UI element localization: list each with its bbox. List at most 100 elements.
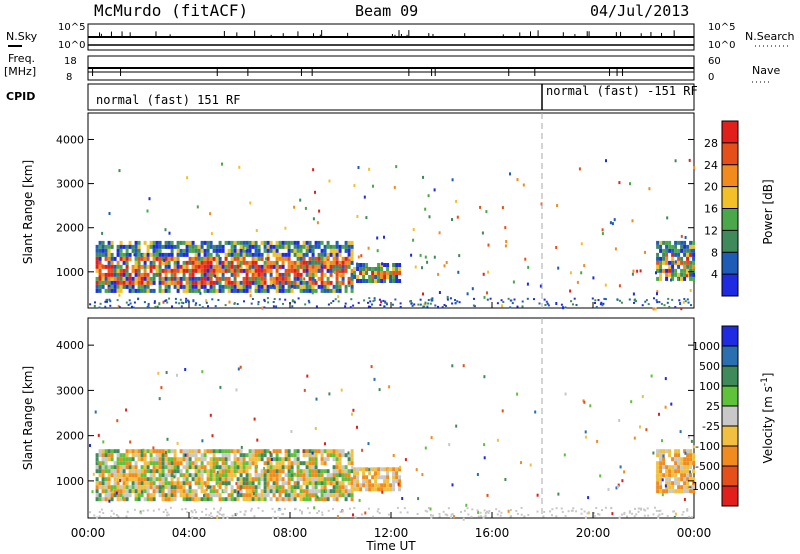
echo-point xyxy=(237,490,240,494)
ground-point xyxy=(180,305,183,308)
echo-point xyxy=(451,483,454,487)
ground-point xyxy=(297,297,300,300)
heat-cell xyxy=(188,481,192,486)
ground-point xyxy=(339,510,342,513)
heat-cell xyxy=(236,497,240,502)
heat-cell xyxy=(251,280,255,285)
heat-cell xyxy=(677,489,681,494)
heat-cell xyxy=(281,280,285,285)
heat-cell xyxy=(155,477,159,482)
heat-cell xyxy=(302,288,306,293)
heat-cell xyxy=(110,288,114,293)
echo-point xyxy=(216,484,219,488)
heat-cell xyxy=(188,256,192,261)
heat-cell xyxy=(680,276,684,281)
heat-cell xyxy=(125,260,129,265)
heat-cell xyxy=(302,268,306,273)
heat-cell xyxy=(212,449,216,454)
heat-cell xyxy=(164,264,168,269)
heat-cell xyxy=(221,465,225,470)
ground-point xyxy=(447,507,450,510)
ground-point xyxy=(205,508,208,511)
ground-point xyxy=(98,515,101,518)
heat-cell xyxy=(350,248,354,253)
heat-cell xyxy=(242,469,246,474)
heat-cell xyxy=(287,256,291,261)
heat-cell xyxy=(278,252,282,257)
heat-cell xyxy=(332,497,336,502)
echo-point xyxy=(424,301,427,305)
ground-point xyxy=(166,301,169,304)
heat-cell xyxy=(101,469,105,474)
heat-cell xyxy=(122,252,126,257)
ground-point xyxy=(419,303,422,306)
heat-cell xyxy=(260,264,264,269)
heat-cell xyxy=(107,469,111,474)
ground-point xyxy=(301,512,303,515)
heat-cell xyxy=(212,248,216,253)
heat-cell xyxy=(230,284,234,289)
echo-point xyxy=(563,453,566,457)
heat-cell xyxy=(149,485,153,490)
ground-point xyxy=(427,507,430,509)
heat-cell xyxy=(338,280,342,285)
ground-point xyxy=(597,513,600,515)
heat-cell xyxy=(350,256,354,261)
heat-cell xyxy=(107,477,111,482)
heat-cell xyxy=(335,284,339,289)
heat-cell xyxy=(215,244,219,249)
heat-cell xyxy=(656,260,660,265)
echo-point xyxy=(157,371,160,375)
heat-cell xyxy=(233,465,237,470)
heat-cell xyxy=(191,489,195,494)
heat-cell xyxy=(146,248,150,253)
heat-cell xyxy=(134,449,138,454)
heat-cell xyxy=(215,280,219,285)
heat-cell xyxy=(203,252,207,257)
heat-cell xyxy=(248,465,252,470)
heat-cell xyxy=(98,461,102,466)
echo-point xyxy=(661,478,664,482)
heat-cell xyxy=(284,489,288,494)
heat-cell xyxy=(146,477,150,482)
heat-cell xyxy=(104,461,108,466)
echo-point xyxy=(290,430,293,433)
heat-cell xyxy=(134,489,138,494)
heat-cell xyxy=(299,248,303,253)
echo-point xyxy=(370,365,373,369)
echo-point xyxy=(304,206,307,210)
heat-cell xyxy=(203,469,207,474)
heat-cell xyxy=(296,276,300,281)
heat-cell xyxy=(95,461,99,466)
heat-cell xyxy=(332,268,336,273)
echo-point xyxy=(689,470,692,474)
heat-cell xyxy=(164,268,168,273)
heat-cell xyxy=(320,268,324,273)
heat-cell xyxy=(197,244,201,249)
ground-point xyxy=(686,509,689,512)
heat-cell xyxy=(368,483,372,488)
ground-point xyxy=(125,515,128,518)
ground-point xyxy=(655,299,658,302)
ground-point xyxy=(102,512,105,514)
ground-point xyxy=(175,301,178,304)
heat-cell xyxy=(236,288,240,293)
heat-cell xyxy=(686,256,690,261)
heat-cell xyxy=(143,461,147,466)
heat-cell xyxy=(137,473,141,478)
heat-cell xyxy=(239,493,243,498)
heat-cell xyxy=(212,284,216,289)
heat-cell xyxy=(656,461,660,466)
heat-cell xyxy=(287,288,291,293)
heat-cell xyxy=(308,248,312,253)
heat-cell xyxy=(104,449,108,454)
heat-cell xyxy=(110,485,114,490)
echo-point xyxy=(534,410,537,414)
echo-point xyxy=(486,493,489,497)
freq-trace xyxy=(88,67,694,76)
heat-cell xyxy=(686,244,690,249)
heat-cell xyxy=(311,248,315,253)
heat-cell xyxy=(281,497,285,502)
echo-point xyxy=(520,461,522,465)
ground-point xyxy=(271,516,274,519)
